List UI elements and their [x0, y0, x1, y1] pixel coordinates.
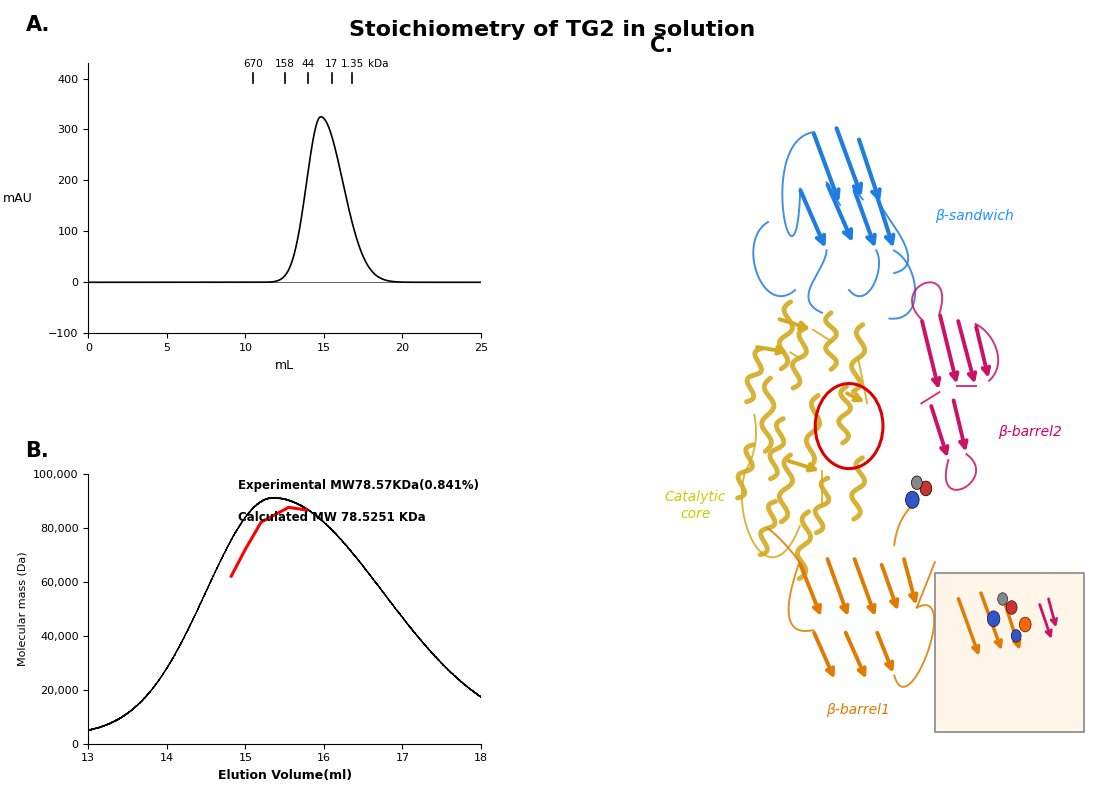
- Text: 670: 670: [243, 59, 263, 70]
- Text: kDa: kDa: [368, 59, 389, 70]
- Text: Catalytic
core: Catalytic core: [665, 490, 726, 520]
- Y-axis label: mAU: mAU: [3, 191, 32, 205]
- Text: B.: B.: [25, 441, 50, 461]
- Circle shape: [1019, 617, 1031, 632]
- Circle shape: [1006, 600, 1017, 615]
- Circle shape: [920, 481, 932, 496]
- Text: A.: A.: [25, 15, 50, 35]
- Text: β-barrel2: β-barrel2: [998, 425, 1062, 439]
- Circle shape: [987, 611, 1000, 626]
- Text: 44: 44: [301, 59, 315, 70]
- Circle shape: [1011, 630, 1021, 642]
- Text: C.: C.: [650, 36, 673, 56]
- Circle shape: [905, 491, 920, 509]
- Text: 17: 17: [326, 59, 339, 70]
- Y-axis label: Molecular mass (Da): Molecular mass (Da): [18, 551, 28, 666]
- Text: β-sandwich: β-sandwich: [935, 210, 1013, 223]
- Text: β-barrel1: β-barrel1: [826, 702, 890, 717]
- X-axis label: mL: mL: [275, 358, 295, 372]
- Circle shape: [998, 592, 1008, 605]
- FancyBboxPatch shape: [935, 573, 1084, 732]
- Circle shape: [912, 476, 922, 490]
- Text: 158: 158: [275, 59, 295, 70]
- Text: Stoichiometry of TG2 in solution: Stoichiometry of TG2 in solution: [349, 20, 755, 40]
- X-axis label: Elution Volume(ml): Elution Volume(ml): [217, 769, 352, 782]
- Text: 1.35: 1.35: [340, 59, 364, 70]
- Text: Calculated MW 78.5251 KDa: Calculated MW 78.5251 KDa: [237, 512, 425, 524]
- Text: Experimental MW78.57KDa(0.841%): Experimental MW78.57KDa(0.841%): [237, 479, 478, 492]
